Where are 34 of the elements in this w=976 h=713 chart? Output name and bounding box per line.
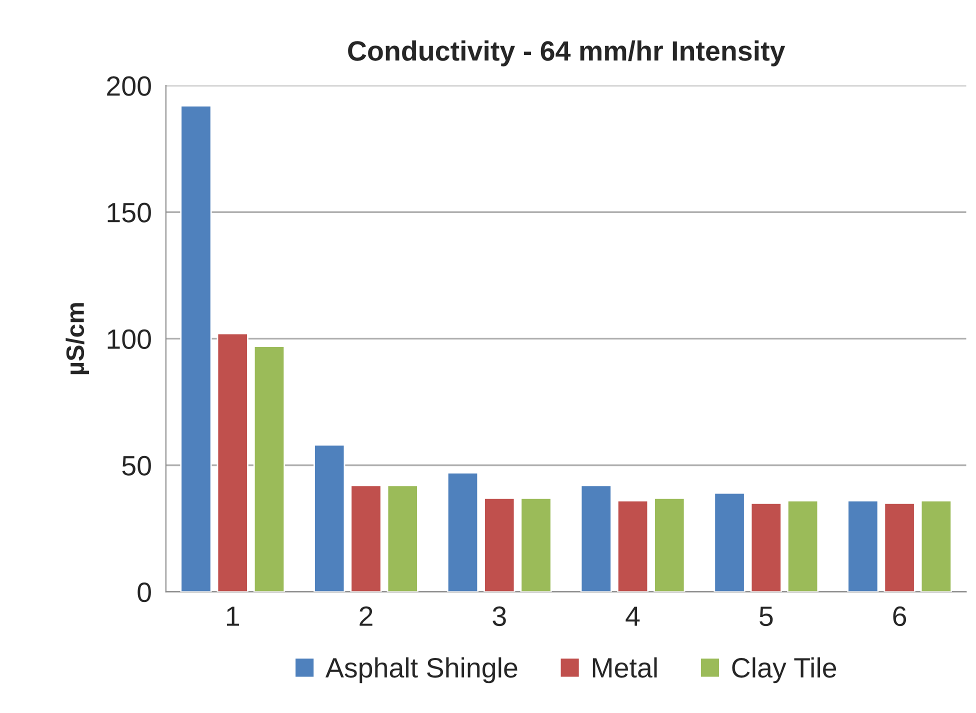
bar — [750, 502, 782, 592]
chart-title: Conductivity - 64 mm/hr Intensity — [348, 40, 786, 66]
y-tick-label: 100 — [108, 329, 151, 350]
bar — [654, 497, 686, 592]
y-tick-label: 50 — [122, 456, 151, 476]
legend-label: Clay Tile — [732, 657, 836, 684]
x-tick-label: 3 — [492, 606, 506, 626]
bar — [714, 492, 746, 592]
bar — [314, 444, 346, 592]
x-tick-label: 1 — [227, 606, 239, 626]
bar — [253, 346, 286, 592]
x-tick-label: 6 — [893, 606, 906, 626]
bar — [350, 484, 382, 592]
legend-label: Metal — [592, 657, 657, 678]
legend-label: Asphalt Shingle — [325, 657, 518, 684]
bar — [484, 497, 516, 592]
bar — [386, 484, 418, 592]
x-tick-label: 2 — [360, 606, 372, 626]
bar — [616, 500, 649, 592]
y-axis-title: µS/cm — [66, 303, 90, 374]
bar — [520, 497, 552, 592]
y-tick-label: 200 — [107, 76, 151, 96]
bar — [180, 105, 212, 592]
y-tick-label: 0 — [138, 582, 151, 602]
y-tick-label: 150 — [108, 202, 151, 222]
bar — [786, 500, 819, 592]
bar — [580, 484, 612, 592]
x-tick-label: 4 — [626, 606, 640, 626]
bar — [446, 472, 479, 592]
bar — [216, 332, 248, 592]
bar — [847, 500, 879, 592]
x-tick-label: 5 — [760, 606, 773, 626]
bar — [920, 500, 952, 592]
bar — [884, 502, 916, 592]
